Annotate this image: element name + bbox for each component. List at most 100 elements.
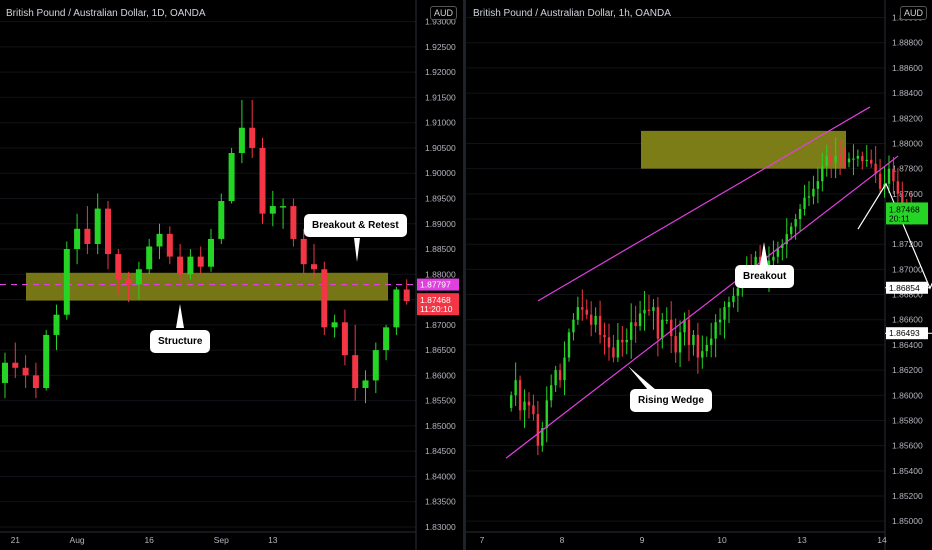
candle-body [856, 156, 860, 159]
candle-body [22, 367, 29, 376]
y-tick-label: 1.88200 [892, 113, 923, 123]
callout-pointer [176, 304, 184, 328]
y-tick-label: 1.87200 [892, 239, 923, 249]
candle-body [331, 322, 338, 328]
candle-body [785, 234, 788, 245]
candle-body [518, 380, 522, 411]
candle-body [798, 208, 802, 220]
x-tick-label: 16 [144, 535, 154, 545]
y-tick-label: 1.85800 [892, 415, 923, 425]
annotation-rising-wedge: Rising Wedge [630, 389, 712, 412]
candle-body [825, 156, 828, 167]
candle-body [187, 256, 194, 275]
y-tick-label: 1.93000 [425, 17, 456, 27]
callout-pointer [760, 242, 768, 265]
price-tag [417, 293, 459, 316]
candle-body [656, 307, 660, 339]
candle-body [772, 256, 775, 261]
candle-body [166, 233, 173, 257]
candle-body [727, 302, 731, 308]
x-tick-label: 13 [268, 535, 278, 545]
y-tick-label: 1.88800 [892, 38, 923, 48]
currency-badge[interactable]: AUD [430, 6, 458, 20]
candle-body [259, 147, 266, 214]
y-tick-label: 1.87600 [892, 189, 923, 199]
candle-body [847, 158, 851, 163]
candle-body [290, 206, 297, 239]
candle-body [807, 196, 811, 198]
daily-chart-pane[interactable]: 1.93000 1.92500 1.92000 1.91500 1.91000 1.905… [0, 0, 463, 550]
candle-body [887, 168, 891, 184]
y-tick-label: 1.86500 [425, 345, 456, 355]
price-tag-label: 1.86493 [889, 328, 920, 338]
wedge-upper-line [537, 106, 871, 302]
y-tick-label: 1.88600 [892, 63, 923, 73]
y-tick-label: 1.86200 [892, 365, 923, 375]
x-tick-label: Aug [70, 535, 85, 545]
candle-body [94, 208, 101, 244]
candle-body [647, 309, 651, 311]
candle-body [585, 309, 588, 315]
x-tick-label: 14 [877, 535, 887, 545]
candle-body [208, 238, 214, 267]
y-tick-label: 1.85200 [892, 491, 923, 501]
candle-body [581, 307, 584, 310]
candle-body [718, 319, 722, 323]
candle-body [821, 166, 824, 182]
candle-body [598, 315, 602, 335]
candle-body [53, 314, 60, 335]
chart-title: British Pound / Australian Dollar, 1D, O… [6, 8, 206, 19]
candle-body [736, 288, 740, 296]
y-tick-label: 1.90000 [425, 168, 456, 178]
y-tick-label: 1.87800 [892, 164, 923, 174]
candle-body [652, 307, 655, 311]
y-tick-label: 1.89000 [425, 219, 456, 229]
hourly-chart-pane[interactable]: 1.890001.888001.886001.884001.882001.880… [466, 0, 932, 550]
daily-chart-canvas[interactable]: 1.93000 1.92500 1.92000 1.91500 1.91000 1.905… [0, 0, 463, 550]
candle-body [249, 127, 256, 148]
candle-body [776, 247, 780, 257]
candle-body [362, 380, 369, 388]
candle-body [874, 163, 877, 174]
y-tick-label: 1.88000 [892, 138, 923, 148]
candle-body [550, 385, 553, 401]
y-tick-label: 1.85500 [425, 396, 456, 406]
candle-body [794, 219, 797, 227]
candle-body [781, 244, 784, 248]
y-tick-label: 1.83500 [425, 497, 456, 507]
candle-body [156, 233, 163, 247]
candle-body [321, 269, 328, 328]
projection-path [857, 182, 932, 290]
candle-body [830, 156, 833, 163]
callout-pointer [354, 238, 360, 262]
candle-body [514, 380, 517, 396]
x-tick-label: 7 [480, 535, 485, 545]
candle-body [228, 153, 235, 202]
candle-body [803, 197, 806, 209]
price-tag-countdown: 11:20:10 [420, 304, 453, 314]
candle-body [74, 228, 81, 250]
candle-body [541, 428, 544, 446]
y-tick-label: 1.88400 [892, 88, 923, 98]
y-tick-label: 1.86800 [892, 290, 923, 300]
x-tick-label: 8 [560, 535, 565, 545]
y-tick-label: 1.85000 [425, 421, 456, 431]
pane-divider[interactable] [463, 0, 466, 550]
candle-body [612, 347, 615, 358]
currency-badge[interactable]: AUD [900, 6, 928, 20]
price-tag-label: 1.86854 [889, 283, 920, 293]
candle-body [12, 362, 19, 368]
candle-body [532, 405, 535, 415]
candle-body [758, 256, 762, 266]
y-tick-label: 1.86000 [425, 370, 456, 380]
candle-body [341, 322, 348, 356]
candle-body [634, 322, 637, 327]
candle-body [177, 256, 184, 275]
candle-body [135, 269, 142, 285]
hourly-chart-canvas[interactable]: 1.890001.888001.886001.884001.882001.880… [466, 0, 932, 550]
y-tick-label: 1.89500 [425, 193, 456, 203]
wedge-lower-line [505, 155, 899, 459]
candle-body [616, 339, 620, 358]
annotation-structure: Structure [150, 330, 211, 353]
support-resistance-zone [26, 272, 388, 301]
